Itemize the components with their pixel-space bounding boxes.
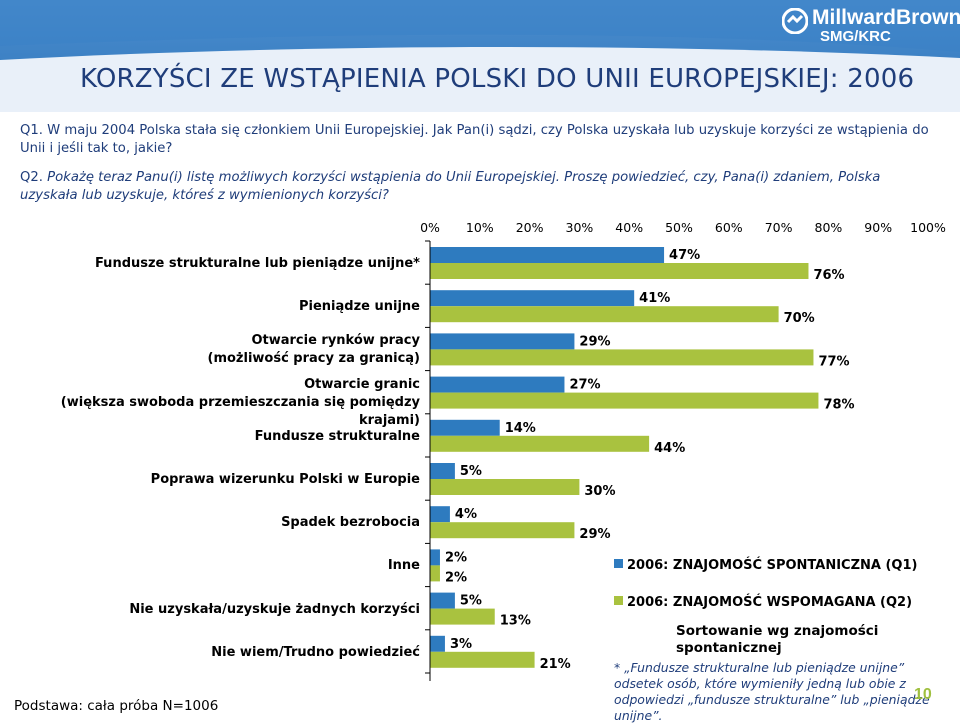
- logo-brand: MillwardBrown: [812, 6, 960, 29]
- question-q2-lead: Q2.: [20, 170, 43, 185]
- bar: [430, 435, 650, 452]
- category-label-line: Fundusze strukturalne lub pieniądze unij…: [94, 256, 420, 271]
- category-label-line: Fundusze strukturalne: [254, 428, 420, 444]
- data-label: 30%: [584, 484, 615, 499]
- category-label: Fundusze strukturalne: [255, 428, 420, 446]
- data-label: 70%: [784, 311, 815, 326]
- data-label: 47%: [669, 248, 700, 263]
- x-tick-label: 60%: [715, 220, 743, 235]
- category-label: Otwarcie rynków pracy (możliwość pracy za…: [208, 332, 421, 368]
- bar: [430, 549, 440, 566]
- bar: [430, 608, 495, 625]
- category-label-line: Otwarcie granic: [304, 376, 420, 392]
- bar: [430, 306, 779, 323]
- category-label: Nie wiem/Trudno powiedzieć: [211, 644, 420, 662]
- x-tick-label: 100%: [910, 220, 946, 235]
- data-label: 76%: [813, 268, 844, 283]
- category-label-line: (większa swoboda przemieszczania się pom…: [60, 394, 420, 428]
- category-label-line: Poprawa wizerunku Polski w Europie: [150, 472, 420, 487]
- bar: [430, 392, 819, 409]
- logo-sub: SMG/KRC: [820, 28, 891, 45]
- data-label: 77%: [818, 354, 849, 369]
- x-tick-label: 50%: [665, 220, 693, 235]
- logo-mark-icon: [782, 8, 808, 34]
- data-label: 14%: [505, 421, 536, 436]
- data-label: 41%: [639, 291, 670, 306]
- category-label-line: Spadek bezrobocia: [281, 515, 420, 531]
- legend-swatch-spontaneous: [614, 559, 623, 568]
- data-label: 2%: [445, 570, 467, 585]
- category-label-line: Inne: [387, 558, 420, 574]
- data-label: 27%: [569, 378, 600, 393]
- category-label: Spadek bezrobocia: [281, 514, 420, 532]
- data-label: 5%: [460, 594, 482, 609]
- x-tick-label: 0%: [420, 220, 440, 235]
- sample-base: Podstawa: cała próba N=1006: [14, 698, 219, 714]
- data-label: 44%: [654, 441, 685, 456]
- category-label: Fundusze strukturalne lub pieniądze unij…: [95, 255, 420, 273]
- category-label-line: (możliwość pracy za granicą): [207, 351, 421, 367]
- category-label-line: Otwarcie rynków pracy: [251, 333, 420, 349]
- bar: [430, 635, 445, 652]
- data-label: 3%: [450, 637, 472, 652]
- category-label-line: Nie wiem/Trudno powiedzieć: [211, 644, 420, 660]
- category-label: Poprawa wizerunku Polski w Europie: [151, 471, 420, 489]
- bar: [430, 565, 440, 582]
- x-tick-label: 20%: [516, 220, 544, 235]
- slide-title: KORZYŚCI ZE WSTĄPIENIA POLSKI DO UNII EU…: [80, 64, 915, 94]
- bar: [430, 651, 535, 668]
- bar: [430, 263, 809, 279]
- data-label: 2%: [445, 550, 467, 565]
- bar: [430, 592, 455, 609]
- footnote: * „Fundusze strukturalne lub pieniądze u…: [614, 660, 930, 723]
- legend-label-aided: 2006: ZNAJOMOŚĆ WSPOMAGANA (Q2): [627, 595, 913, 610]
- data-label: 29%: [579, 527, 610, 542]
- category-label-line: Nie uzyskała/uzyskuje żadnych korzyści: [129, 601, 420, 617]
- page-number: 10: [914, 686, 932, 703]
- bar: [430, 479, 580, 495]
- legend-swatch-aided: [614, 596, 623, 605]
- category-label: Pieniądze unijne: [299, 298, 420, 316]
- question-q2: Q2. Pokażę teraz Panu(i) listę możliwych…: [20, 169, 940, 205]
- brand-logo: MillwardBrown SMG/KRC: [782, 6, 960, 46]
- x-tick-label: 70%: [765, 220, 793, 235]
- data-label: 13%: [500, 614, 531, 629]
- bar: [430, 419, 500, 436]
- legend-label-spontaneous: 2006: ZNAJOMOŚĆ SPONTANICZNA (Q1): [627, 558, 918, 573]
- x-tick-label: 10%: [466, 220, 494, 235]
- legend-item-aided: 2006: ZNAJOMOŚĆ WSPOMAGANA (Q2): [614, 595, 912, 610]
- legend-item-spontaneous: 2006: ZNAJOMOŚĆ SPONTANICZNA (Q1): [614, 558, 917, 573]
- x-tick-label: 40%: [615, 220, 643, 235]
- x-tick-label: 90%: [864, 220, 892, 235]
- bar: [430, 349, 814, 366]
- category-label-line: Pieniądze unijne: [299, 299, 420, 315]
- bar: [430, 522, 575, 539]
- bar: [430, 463, 455, 479]
- sort-note: Sortowanie wg znajomości spontanicznej: [676, 623, 879, 656]
- category-label: Nie uzyskała/uzyskuje żadnych korzyści: [129, 601, 420, 619]
- bar: [430, 506, 450, 523]
- data-label: 29%: [579, 334, 610, 349]
- bar: [430, 376, 565, 393]
- slide-header: MillwardBrown SMG/KRC KORZYŚCI ZE WSTĄPI…: [0, 0, 960, 112]
- bar: [430, 247, 665, 263]
- category-label: Inne: [388, 557, 420, 575]
- x-tick-label: 30%: [566, 220, 594, 235]
- data-label: 21%: [540, 657, 571, 672]
- question-q2-text: Pokażę teraz Panu(i) listę możliwych kor…: [20, 170, 881, 203]
- x-tick-label: 80%: [815, 220, 843, 235]
- data-label: 5%: [460, 464, 482, 479]
- data-label: 78%: [823, 398, 854, 413]
- question-q1: Q1. W maju 2004 Polska stała się członki…: [20, 123, 929, 156]
- data-label: 4%: [455, 507, 477, 522]
- bar: [430, 333, 575, 350]
- header-curve: [0, 0, 960, 112]
- bar: [430, 290, 635, 307]
- category-label: Otwarcie granic (większa swoboda przemies…: [0, 376, 420, 430]
